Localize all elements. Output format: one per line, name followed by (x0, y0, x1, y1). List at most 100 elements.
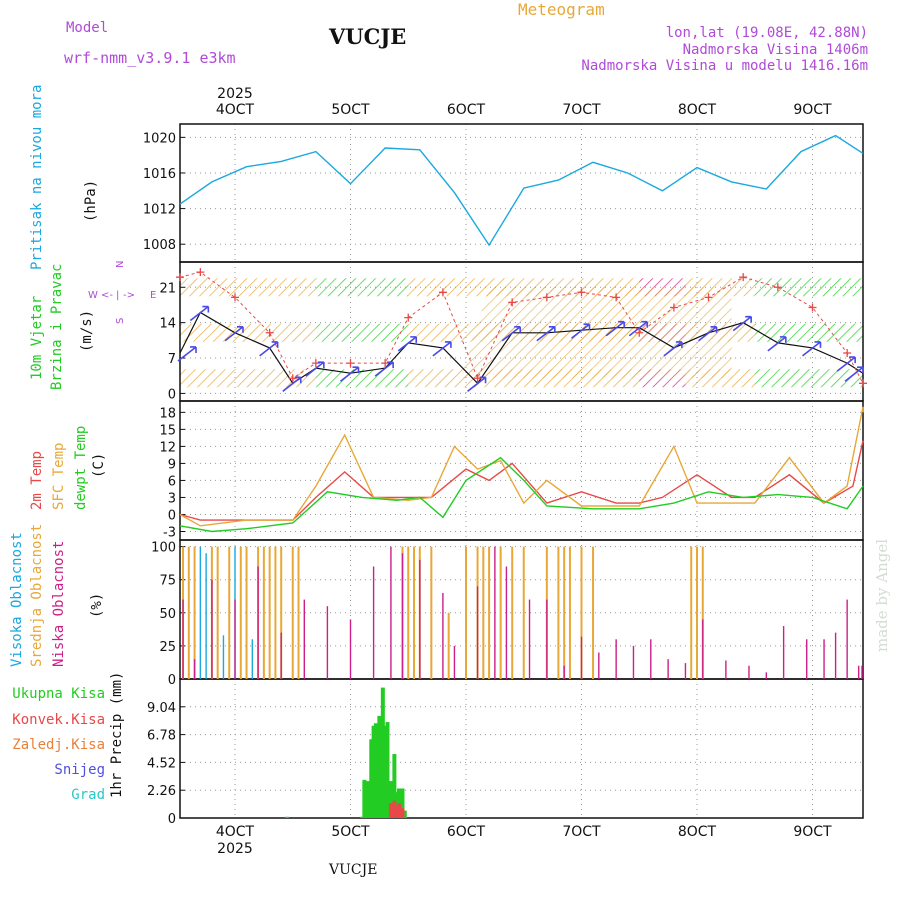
precip-bar-0-13 (394, 792, 399, 818)
wind-gust-cross-7 (381, 359, 390, 368)
tick-label-y-0-2: 1016 (143, 167, 176, 182)
wind-band-1-0 (180, 323, 316, 342)
wind-gust-cross-6 (346, 359, 355, 368)
tick-label-y-2-5: 12 (159, 440, 176, 455)
wind-arrow-7 (374, 361, 394, 377)
wind-gust-cross-1 (196, 268, 205, 277)
model-name: wrf-nmm_v3.9.1 e3km (64, 49, 236, 67)
year-bottom: 2025 (217, 841, 253, 857)
panel-frame-2 (179, 400, 864, 541)
wind-arrow-21 (836, 356, 856, 372)
precip-bar-1-1 (392, 800, 397, 818)
wind-gust-cross-17 (704, 293, 713, 302)
wind-arrow-10 (467, 376, 487, 392)
wind-arrow-4 (282, 376, 302, 392)
series-line-0-0 (179, 134, 864, 247)
wind-arrow-22 (844, 366, 864, 382)
precip-bar-0-8 (380, 687, 385, 818)
precip-bar-0-0 (284, 816, 289, 818)
x-tick-bottom-3: 7OCT (562, 824, 601, 840)
x-tick-top-0: 4OCT (216, 102, 255, 118)
wind-band-2-1 (315, 278, 409, 297)
tick-label-y-4-0: 0 (168, 812, 176, 827)
tick-label-y-2-7: 18 (159, 406, 176, 421)
wind-band-0-0 (180, 369, 316, 388)
station-altitude: Nadmorska Visina 1406m (682, 42, 868, 58)
x-tick-bottom-1: 5OCT (331, 824, 370, 840)
wind-gust-cross-9 (438, 288, 447, 297)
series-line-2-0 (179, 440, 864, 521)
x-tick-bottom-2: 6OCT (447, 824, 486, 840)
tick-label-y-4-1: 2.26 (147, 784, 176, 799)
wind-band-fill (460, 287, 732, 379)
series-line-2-1 (179, 406, 864, 527)
tick-label-y-0-1: 1012 (143, 203, 176, 218)
wind-arrow-5 (305, 361, 325, 377)
wind-arrow-20 (802, 341, 822, 357)
x-tick-top-1: 5OCT (331, 102, 370, 118)
precip-bar-0-2 (362, 779, 367, 818)
wind-gust-cross-5 (311, 359, 320, 368)
wind-band-0-5 (754, 369, 863, 388)
wind-arrow-0 (177, 346, 197, 362)
tick-label-y-2-0: -3 (163, 525, 176, 540)
precip-bar-0-10 (385, 722, 390, 818)
wind-arrow-17 (698, 325, 718, 342)
tick-label-y-2-3: 6 (168, 474, 176, 489)
wind-band-0-1 (315, 369, 409, 388)
tick-label-y-0-3: 1020 (143, 131, 176, 146)
wind-arrow-11 (501, 325, 521, 342)
precip-bar-0-1 (360, 816, 365, 818)
compass-w: W (88, 290, 98, 301)
tick-label-y-4-2: 4.52 (147, 756, 176, 771)
tick-label-y-3-3: 75 (159, 574, 176, 589)
tick-label-y-2-1: 0 (168, 508, 176, 523)
precip-bar-0-6 (373, 723, 378, 818)
wind-gust-cross-8 (404, 313, 413, 322)
tick-label-y-1-0: 0 (168, 387, 176, 402)
precip-bar-0-9 (383, 725, 388, 818)
tick-label-y-3-4: 100 (151, 541, 176, 556)
tick-label-y-2-6: 15 (159, 423, 176, 438)
footer-station: VUCJE (329, 862, 378, 878)
meteogram-label: Meteogram (518, 0, 605, 19)
x-tick-top-2: 6OCT (447, 102, 486, 118)
tick-label-y-1-1: 7 (168, 352, 176, 367)
legend-total-rain: Ukupna Kisa (12, 686, 105, 702)
series-line-2-2 (179, 456, 864, 533)
station-title: VUCJE (329, 24, 407, 49)
precip-bar-0-5 (371, 725, 376, 818)
wind-arrow-2 (224, 325, 244, 342)
tick-label-y-3-0: 0 (168, 673, 176, 688)
wind-gust-cross-19 (773, 283, 782, 292)
precip-bar-0-16 (402, 810, 407, 818)
legend-freezing-rain: Zaledj.Kisa (12, 737, 105, 753)
precip-bar-0-3 (365, 781, 370, 818)
wind-arrow-14 (605, 320, 625, 337)
compass-bar: | (116, 290, 119, 301)
wind-arrow-12 (536, 325, 556, 342)
compass-right: -> (123, 290, 135, 301)
tick-label-y-2-4: 9 (168, 457, 176, 472)
wind-arrow-19 (767, 336, 787, 352)
wind-gust-cross-4 (288, 374, 297, 383)
station-coords: lon,lat (19.08E, 42.88N) (665, 25, 868, 41)
model-label: Model (66, 20, 109, 36)
wind-arrow-16 (663, 341, 683, 357)
precip-bar-1-4 (400, 808, 405, 818)
tick-label-y-3-1: 25 (159, 640, 176, 655)
wind-gust-cross-0 (176, 273, 184, 282)
tick-label-y-4-3: 6.78 (147, 729, 176, 744)
wind-gust-cross-3 (265, 328, 274, 337)
precip-bar-0-15 (400, 788, 405, 818)
wind-gust-cross-16 (669, 303, 678, 312)
precip-bar-1-0 (388, 803, 393, 818)
precip-bar-1-2 (394, 805, 399, 818)
legend-snow: Snijeg (54, 762, 105, 778)
wind-arrow-8 (397, 336, 418, 352)
wind-band-1-1 (315, 323, 409, 342)
wind-gust-cross-10 (473, 374, 482, 383)
wind-gust-cross-2 (231, 293, 239, 302)
